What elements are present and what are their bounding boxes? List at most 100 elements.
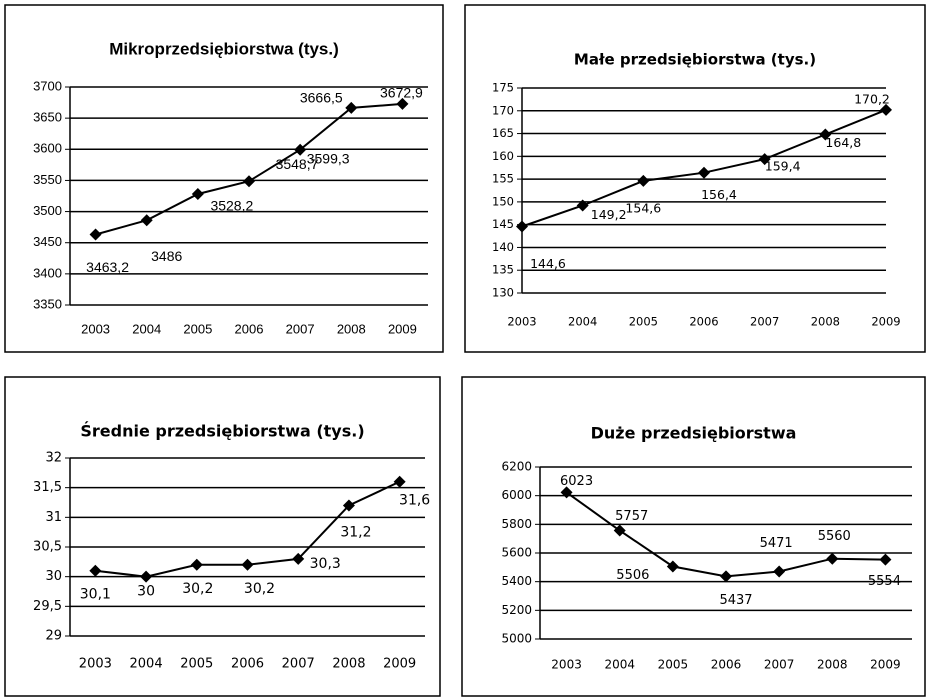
y-tick-label: 160 — [492, 149, 514, 163]
x-tick-label: 2005 — [183, 321, 212, 336]
x-tick-label: 2006 — [231, 657, 264, 672]
data-label: 149,2 — [591, 207, 627, 222]
y-tick-label: 3450 — [33, 234, 62, 249]
x-tick-label: 2003 — [79, 657, 112, 672]
y-tick-label: 145 — [492, 217, 514, 231]
data-label: 30,2 — [182, 581, 213, 597]
data-label: 3599,3 — [307, 150, 350, 166]
marker — [576, 199, 589, 212]
x-tick-label: 2006 — [235, 321, 264, 336]
data-label: 5471 — [760, 536, 793, 551]
x-tick-label: 2007 — [764, 658, 795, 672]
y-tick-label: 175 — [492, 81, 514, 95]
data-label: 3528,2 — [210, 198, 253, 214]
marker — [140, 570, 153, 583]
y-tick-label: 3350 — [33, 296, 62, 311]
marker — [637, 174, 650, 187]
y-tick-label: 5800 — [501, 517, 532, 531]
y-tick-label: 32 — [45, 451, 62, 466]
y-tick-label: 5400 — [501, 574, 532, 588]
data-label: 154,6 — [625, 200, 661, 215]
marker — [666, 560, 679, 573]
marker — [826, 552, 839, 565]
x-tick-label: 2007 — [282, 657, 315, 672]
data-label: 5437 — [719, 593, 752, 608]
marker — [191, 188, 204, 201]
data-label: 3666,5 — [300, 90, 343, 106]
y-tick-label: 31,5 — [33, 480, 62, 495]
marker — [292, 552, 305, 565]
data-label: 159,4 — [765, 159, 801, 174]
x-tick-label: 2008 — [332, 657, 365, 672]
y-tick-label: 155 — [492, 172, 514, 186]
y-tick-label: 3500 — [33, 203, 62, 218]
x-tick-label: 2003 — [81, 321, 110, 336]
marker — [879, 553, 892, 566]
marker — [190, 558, 203, 571]
y-tick-label: 3600 — [33, 141, 62, 156]
chart-frame — [4, 4, 444, 353]
data-label: 3486 — [151, 248, 182, 264]
x-tick-label: 2005 — [658, 658, 689, 672]
y-tick-label: 29 — [45, 629, 62, 644]
marker — [516, 220, 528, 233]
marker — [342, 499, 355, 512]
y-tick-label: 3400 — [33, 265, 62, 280]
x-tick-label: 2005 — [629, 315, 658, 329]
marker — [698, 166, 710, 179]
y-tick-label: 3700 — [33, 78, 62, 93]
chart-frame — [464, 4, 926, 353]
x-tick-label: 2009 — [870, 658, 901, 672]
x-tick-label: 2006 — [689, 315, 718, 329]
marker — [396, 97, 409, 110]
data-label: 5554 — [868, 574, 901, 589]
data-label: 5506 — [616, 568, 649, 583]
data-label: 164,8 — [825, 135, 861, 150]
y-tick-label: 3650 — [33, 110, 62, 125]
x-tick-label: 2008 — [817, 658, 848, 672]
marker — [758, 153, 771, 166]
y-tick-label: 6000 — [501, 488, 532, 502]
y-tick-label: 130 — [492, 286, 514, 300]
marker — [294, 143, 307, 156]
x-tick-label: 2003 — [551, 658, 582, 672]
chart-title: Duże przedsiębiorstwa — [591, 424, 797, 443]
chart-frame — [4, 376, 441, 697]
x-tick-label: 2009 — [383, 657, 416, 672]
data-label: 30,1 — [80, 587, 111, 603]
data-label: 31,2 — [340, 524, 371, 540]
y-tick-label: 140 — [492, 240, 514, 254]
y-tick-label: 135 — [492, 263, 514, 277]
chart-frame — [461, 376, 926, 697]
y-tick-label: 170 — [492, 103, 514, 117]
marker — [773, 565, 786, 578]
data-label: 5560 — [818, 529, 851, 544]
marker — [720, 570, 732, 583]
data-label: 6023 — [560, 474, 593, 489]
x-tick-label: 2003 — [507, 315, 536, 329]
y-tick-label: 5000 — [501, 632, 532, 646]
x-tick-label: 2004 — [130, 657, 163, 672]
marker — [243, 175, 255, 188]
marker — [613, 524, 626, 537]
data-label: 156,4 — [701, 187, 737, 202]
data-label: 5757 — [615, 509, 648, 524]
data-label: 31,6 — [399, 493, 430, 509]
x-tick-label: 2006 — [711, 658, 742, 672]
y-tick-label: 30,5 — [33, 540, 62, 555]
marker — [89, 564, 102, 577]
marker — [89, 228, 102, 241]
data-label: 30 — [137, 584, 155, 600]
x-tick-label: 2007 — [750, 315, 779, 329]
data-label: 144,6 — [530, 256, 566, 271]
x-tick-label: 2009 — [871, 315, 900, 329]
x-tick-label: 2008 — [811, 315, 840, 329]
marker — [880, 103, 892, 116]
x-tick-label: 2004 — [132, 321, 161, 336]
y-tick-label: 5600 — [501, 546, 532, 560]
x-tick-label: 2009 — [388, 321, 417, 336]
chart-title: Mikroprzedsiębiorstwa (tys.) — [109, 39, 339, 58]
data-label: 170,2 — [854, 91, 890, 106]
y-tick-label: 6200 — [501, 460, 532, 474]
